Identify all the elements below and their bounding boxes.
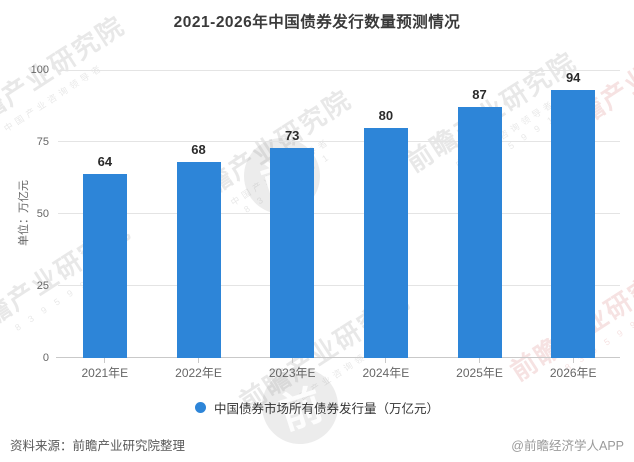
bar-value-label: 68 [191, 142, 206, 158]
x-tick-mark [385, 358, 387, 363]
x-tick-mark [291, 358, 293, 363]
chart-title: 2021-2026年中国债券发行数量预测情况 [173, 14, 461, 31]
bar-value-label: 94 [565, 70, 581, 85]
x-tick-label: 2021年E [81, 366, 129, 380]
bar-slot: 94 [526, 70, 620, 358]
bar-slot: 80 [339, 70, 433, 358]
x-tick-mark [572, 358, 574, 363]
gridline-75 [58, 141, 620, 142]
x-axis-ticks [58, 358, 620, 363]
bar-2021 [82, 173, 127, 358]
y-tick-label: 100 [30, 64, 49, 76]
x-tick-label: 2024年E [362, 366, 410, 380]
x-tick-label: 2023年E [268, 366, 316, 380]
credit-text: @前瞻经济学人APP [511, 439, 624, 453]
bar-slot: 87 [433, 70, 527, 358]
bar-2022 [176, 162, 221, 358]
x-tick-mark [479, 358, 481, 363]
x-tick-mark [104, 358, 106, 363]
legend: 中国债券市场所有债券发行量（万亿元） [0, 398, 634, 417]
x-tick-label: 2022年E [175, 366, 222, 380]
bar-value-label: 64 [97, 153, 113, 169]
footer: 资料来源：前瞻产业研究院整理 @前瞻经济学人APP [0, 435, 634, 454]
bar-series: 64 68 73 80 87 94 [58, 70, 620, 358]
gridline-100 [58, 70, 620, 71]
bar-slot: 73 [245, 70, 339, 358]
x-axis-labels: 2021年E 2022年E 2023年E 2024年E 2025年E 2026年… [58, 364, 620, 381]
bar-value-label: 73 [284, 127, 300, 143]
x-tick-mark [198, 358, 199, 363]
bar-2023 [270, 147, 315, 358]
y-tick-label: 25 [36, 280, 49, 292]
x-tick-label: 2025年E [456, 366, 503, 380]
bar-value-label: 80 [378, 107, 394, 123]
bar-2025 [457, 107, 502, 358]
bar-2024 [363, 127, 408, 358]
y-tick-label: 0 [42, 352, 49, 364]
legend-label: 中国债券市场所有债券发行量（万亿元） [213, 402, 439, 416]
legend-marker-dot [194, 402, 206, 413]
gridline-50 [58, 213, 620, 214]
y-tick-label: 50 [36, 208, 49, 220]
data-source-text: 资料来源：前瞻产业研究院整理 [10, 439, 186, 453]
bar-slot: 68 [152, 70, 246, 358]
bar-value-label: 87 [472, 87, 487, 103]
x-axis-line [56, 357, 620, 358]
plot-area: 0 25 50 75 100 64 68 73 80 87 [31, 64, 620, 364]
bar-slot: 64 [58, 70, 152, 358]
y-tick-label: 75 [36, 136, 49, 148]
bar-2026 [551, 90, 596, 358]
gridline-25 [58, 285, 620, 286]
x-tick-label: 2026年E [549, 366, 597, 380]
y-axis-unit-label: 单位：万亿元 [18, 180, 30, 246]
